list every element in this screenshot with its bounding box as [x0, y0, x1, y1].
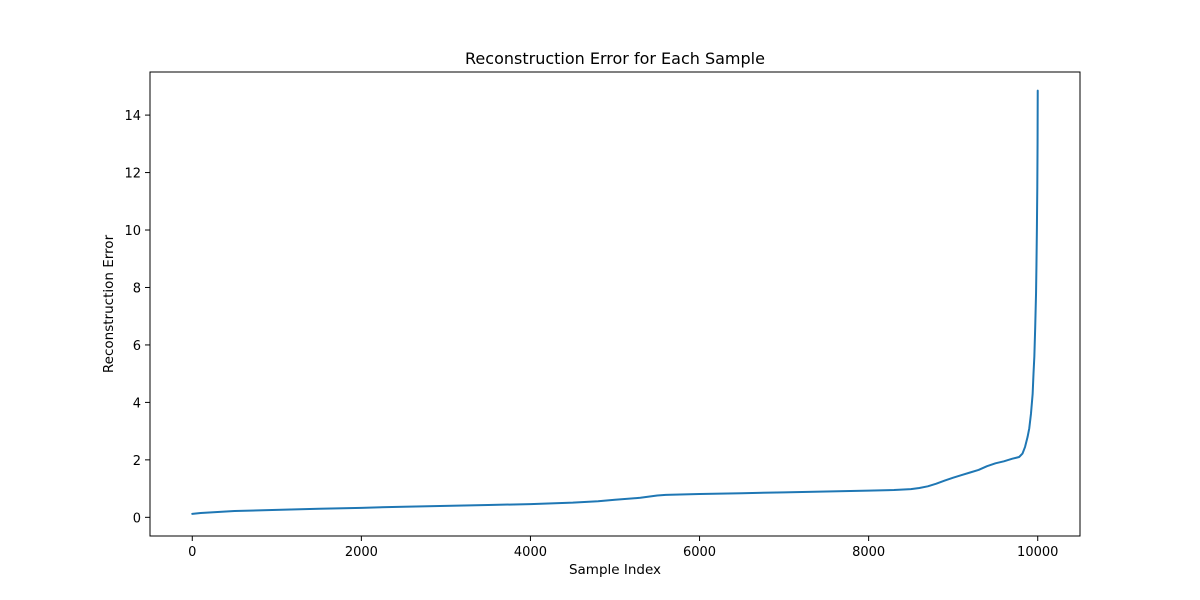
y-tick-label: 0 — [133, 511, 141, 526]
y-axis-label: Reconstruction Error — [101, 234, 117, 373]
x-tick-label: 10000 — [1017, 545, 1058, 560]
series-line-0 — [191, 89, 1039, 515]
chart-title: Reconstruction Error for Each Sample — [465, 49, 765, 68]
y-tick-label: 14 — [124, 109, 141, 124]
plot-area-frame — [149, 71, 1081, 537]
y-tick-label: 10 — [124, 224, 141, 239]
x-axis-label: Sample Index — [569, 562, 661, 578]
x-tick-label: 4000 — [514, 545, 547, 560]
x-tick-label: 6000 — [683, 545, 716, 560]
y-tick-label: 4 — [133, 396, 141, 411]
x-tick-label: 8000 — [852, 545, 885, 560]
y-tick-label: 6 — [133, 339, 141, 354]
y-tick-label: 8 — [133, 281, 141, 296]
y-tick-label: 12 — [124, 167, 141, 182]
y-tick-label: 2 — [133, 454, 141, 469]
x-tick-label: 2000 — [345, 545, 378, 560]
x-tick-label: 0 — [188, 545, 196, 560]
